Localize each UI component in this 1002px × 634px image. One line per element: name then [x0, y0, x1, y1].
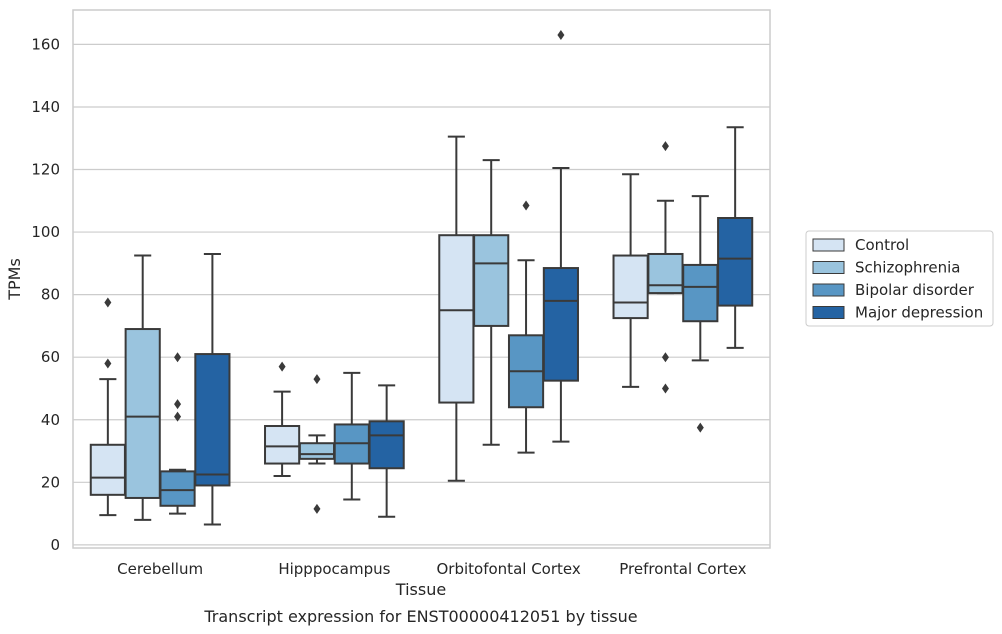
box-group	[264, 361, 301, 478]
outlier-point	[661, 352, 669, 363]
box-group	[438, 135, 475, 482]
box-group	[368, 384, 405, 518]
box	[542, 267, 579, 382]
box-group	[298, 374, 336, 514]
box	[717, 217, 754, 307]
outlier-point	[313, 374, 321, 385]
outlier-point	[174, 399, 182, 410]
y-tick-label: 140	[31, 98, 60, 116]
outlier-point	[104, 297, 112, 308]
box-group	[124, 254, 161, 521]
box	[298, 442, 336, 460]
legend-label: Bipolar disorder	[855, 281, 975, 299]
legend-label: Major depression	[855, 304, 983, 322]
outlier-point	[661, 383, 669, 394]
outlier-point	[696, 422, 704, 433]
box-group	[717, 126, 754, 349]
y-tick-label: 80	[41, 286, 60, 304]
box-group	[333, 371, 370, 501]
y-tick-label: 60	[41, 348, 60, 366]
y-tick-label: 40	[41, 411, 60, 429]
box-group	[612, 173, 649, 388]
x-tick-label: Orbitofontal Cortex	[437, 560, 581, 578]
plot-frame	[72, 9, 771, 549]
x-axis-ticks: Cerebellum Hipppocampus Orbitofontal Corte…	[117, 560, 746, 578]
legend-label: Schizophrenia	[855, 259, 960, 277]
x-tick-label: Cerebellum	[117, 560, 203, 578]
box	[473, 234, 510, 327]
outlier-point	[661, 141, 669, 152]
y-tick-label: 100	[31, 223, 60, 241]
outlier-point	[557, 30, 565, 41]
box-group	[507, 200, 545, 454]
box	[124, 328, 161, 499]
legend-swatch	[812, 238, 845, 252]
y-tick-label: 0	[50, 536, 60, 554]
box	[647, 252, 684, 295]
box	[264, 425, 301, 465]
boxes-layer	[89, 30, 754, 526]
outlier-point	[522, 200, 530, 211]
y-tick-label: 20	[41, 473, 60, 491]
outlier-point	[104, 358, 112, 369]
box-group	[682, 195, 719, 433]
box-group	[647, 141, 684, 394]
legend-swatch	[812, 261, 845, 274]
box-group	[542, 30, 579, 443]
y-axis-title: TPMs	[5, 258, 24, 301]
legend-swatch	[812, 306, 845, 319]
x-tick-label: Hipppocampus	[278, 560, 390, 578]
outlier-point	[313, 503, 321, 514]
box	[682, 263, 719, 323]
legend-label: Control	[855, 236, 909, 254]
y-axis-ticks: 0 20 40 60 80 100 120 140 160	[31, 35, 60, 553]
box	[89, 443, 126, 496]
outlier-point	[174, 411, 182, 422]
chart-caption: Transcript expression for ENST0000041205…	[203, 607, 637, 626]
outlier-point	[278, 361, 286, 372]
box-group	[89, 297, 126, 517]
y-tick-label: 160	[31, 35, 60, 53]
box	[159, 470, 196, 507]
y-tick-label: 120	[31, 161, 60, 179]
x-axis-title: Tissue	[395, 580, 446, 599]
box	[612, 254, 649, 320]
box-group	[159, 352, 196, 515]
outlier-point	[174, 352, 182, 363]
legend-swatch	[812, 283, 845, 297]
box	[438, 234, 475, 404]
box-group	[473, 159, 510, 446]
box	[194, 353, 231, 487]
box-group	[194, 252, 231, 526]
box	[368, 420, 405, 470]
legend-frame	[805, 230, 994, 327]
x-tick-label: Prefrontal Cortex	[619, 560, 746, 578]
legend: Control Schizophrenia Bipolar disorder Majo…	[805, 230, 994, 327]
